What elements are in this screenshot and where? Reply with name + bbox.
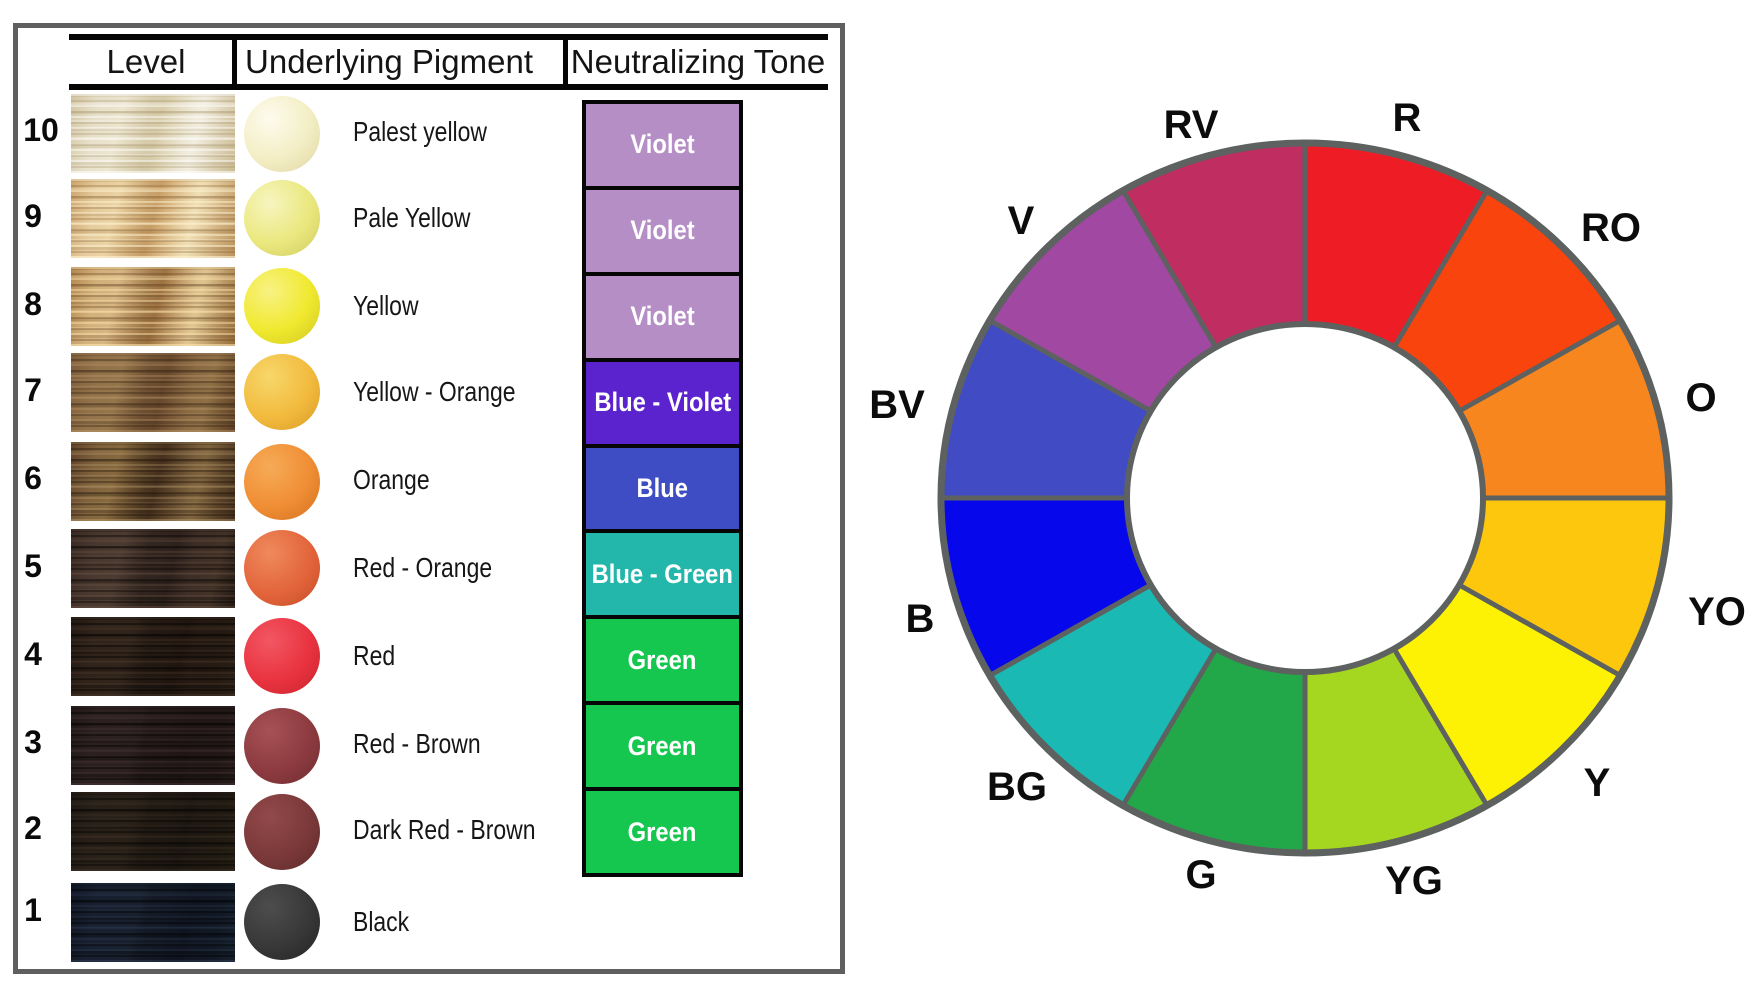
svg-text:YG: YG: [1385, 859, 1443, 903]
svg-text:YO: YO: [1688, 590, 1746, 634]
svg-text:BG: BG: [987, 765, 1047, 809]
svg-text:O: O: [1685, 376, 1716, 420]
svg-text:V: V: [1008, 199, 1035, 243]
svg-text:RO: RO: [1581, 206, 1641, 250]
svg-text:G: G: [1185, 853, 1216, 897]
svg-text:R: R: [1393, 96, 1422, 140]
svg-text:BV: BV: [869, 383, 925, 427]
svg-text:Y: Y: [1584, 761, 1611, 805]
svg-text:B: B: [906, 597, 935, 641]
svg-text:RV: RV: [1164, 103, 1219, 147]
